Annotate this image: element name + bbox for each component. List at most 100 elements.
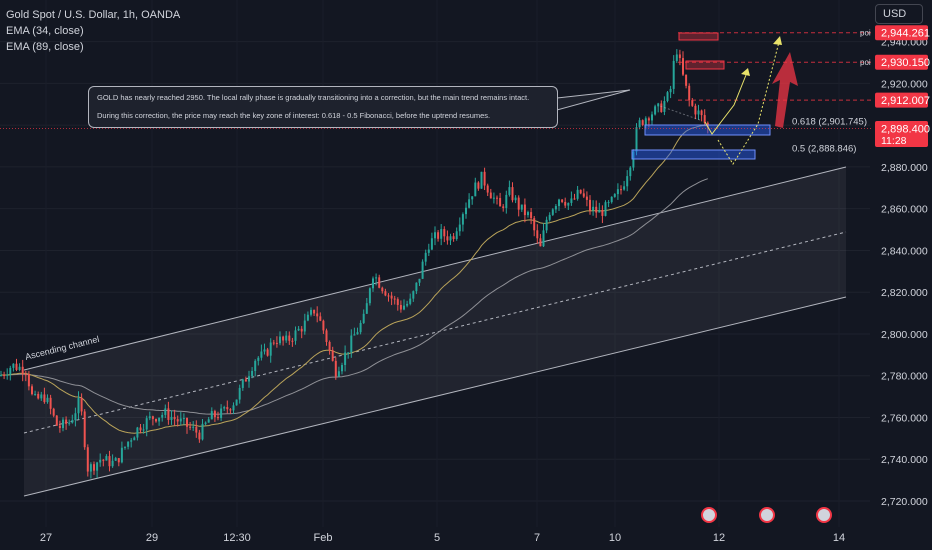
candle-body [601, 209, 604, 216]
candle-body [127, 441, 130, 447]
candle-body [337, 371, 340, 377]
candle [651, 111, 653, 126]
candle [291, 337, 294, 347]
candle [601, 205, 604, 224]
candle-body [294, 330, 297, 341]
candle [403, 299, 405, 311]
candle [418, 278, 421, 287]
candle [474, 177, 477, 197]
candle-body [613, 194, 616, 197]
candle [434, 226, 436, 246]
candle [350, 329, 353, 358]
candle [55, 414, 58, 426]
candle-body [483, 171, 486, 186]
candle [62, 417, 64, 432]
candle-body [136, 427, 139, 438]
candle-body [657, 103, 660, 107]
candle [703, 109, 706, 126]
candle [415, 282, 418, 295]
candle [204, 421, 207, 426]
candle [37, 391, 40, 400]
candle-body [703, 115, 706, 123]
analysis-note[interactable]: GOLD has nearly reached 2950. The local … [88, 86, 558, 128]
grid-lines [0, 41, 870, 502]
candle-body [589, 199, 591, 211]
candle-body [310, 309, 312, 315]
candle-body [158, 417, 161, 422]
candle [678, 49, 681, 66]
candle [381, 286, 384, 294]
candle [232, 402, 235, 415]
candle [328, 340, 331, 355]
candle [167, 401, 170, 425]
candle-body [688, 85, 691, 101]
candle [499, 192, 502, 207]
us-flag-event-icon [701, 507, 717, 523]
candle [108, 450, 111, 472]
note-line-1: GOLD has nearly reached 2950. The local … [97, 93, 530, 102]
projection-arrow-dotted [717, 37, 781, 165]
candle [468, 193, 471, 209]
time-axis[interactable]: 27 29 12:30 Feb 5 7 10 12 14 [40, 532, 845, 544]
candle-body [561, 199, 564, 202]
candle [316, 306, 319, 323]
candle-body [350, 335, 353, 353]
candle-body [635, 127, 638, 152]
candle [337, 366, 340, 378]
candle-body [117, 458, 120, 463]
candle-body [6, 374, 9, 376]
candle-body [409, 298, 412, 304]
candle-body [102, 459, 105, 461]
candle-body [452, 236, 455, 240]
candle-body [89, 464, 92, 472]
candle [520, 204, 523, 212]
candle [83, 409, 86, 450]
candle-body [34, 393, 37, 395]
ema-34-legend[interactable]: EMA (34, close) [6, 25, 84, 37]
candle-body [675, 54, 678, 61]
us-flag-event-icon [759, 507, 775, 523]
candle [229, 408, 232, 414]
candle-body [372, 278, 374, 289]
candle-body [440, 229, 443, 239]
candle [158, 417, 161, 426]
candle [455, 227, 458, 241]
symbol-title[interactable]: Gold Spot / U.S. Dollar, 1h, OANDA [6, 9, 181, 21]
y-tick-label: 2,860.000 [881, 204, 928, 216]
candle-body [12, 363, 15, 368]
candle-body [77, 398, 80, 414]
candle [496, 195, 498, 205]
candle [517, 195, 520, 217]
y-tick-label: 2,800.000 [881, 329, 928, 341]
ema-89-legend[interactable]: EMA (89, close) [6, 41, 84, 53]
candle-body [263, 349, 266, 352]
candle-body [356, 332, 359, 335]
candle [198, 429, 201, 443]
candle [213, 409, 216, 422]
candle-body [124, 446, 126, 448]
candle-body [27, 374, 30, 387]
candle-body [341, 365, 343, 372]
candle-body [530, 212, 533, 219]
candle [58, 420, 61, 433]
candle-body [474, 182, 477, 197]
candle [368, 287, 371, 306]
candle [399, 300, 402, 313]
candle-body [248, 376, 250, 382]
candle-body [527, 212, 529, 216]
candle [269, 338, 272, 363]
candle [220, 404, 223, 421]
candle [15, 358, 18, 372]
candle [96, 461, 99, 478]
x-tick-label: 10 [609, 532, 621, 544]
y-tick-label: 2,880.000 [881, 162, 928, 174]
y-tick-label: 2,820.000 [881, 287, 928, 299]
candle-body [641, 120, 644, 125]
candle-body [62, 419, 64, 429]
channel-lower-line [23, 296, 847, 497]
candle-body [437, 232, 440, 239]
candle-body [353, 334, 356, 336]
currency-button[interactable]: USD [875, 4, 923, 24]
candle-body [96, 462, 99, 471]
